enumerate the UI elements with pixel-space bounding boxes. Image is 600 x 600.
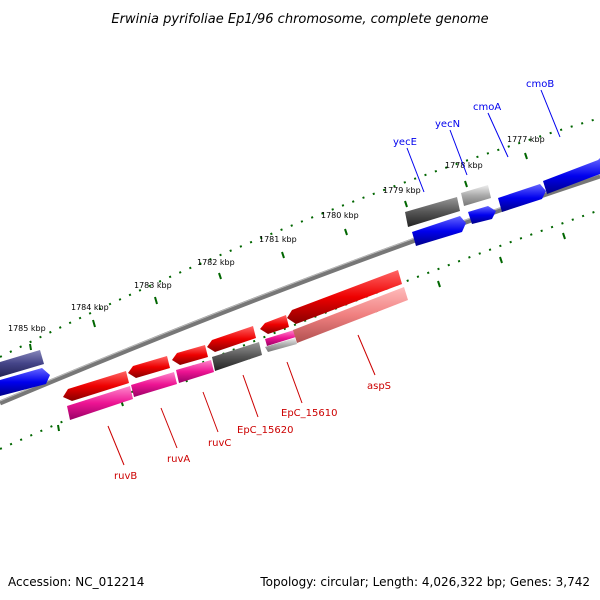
tick-label: 1780 kbp — [321, 211, 359, 220]
tick-label: 1784 kbp — [71, 303, 109, 312]
gene-arrow — [0, 350, 44, 377]
gene-arrow — [543, 158, 600, 194]
gene-arrow — [207, 326, 256, 352]
reverse-gene-labels: ruvB ruvA ruvC EpC_15620 EpC_15610 aspS — [114, 381, 391, 482]
forward-label-lines — [406, 89, 561, 193]
gene-label-forward: yecE — [393, 137, 417, 148]
gene-arrow — [468, 206, 496, 224]
gene-arrow — [498, 184, 546, 212]
gene-arrow — [260, 315, 289, 334]
gene-label-forward: cmoA — [473, 102, 501, 113]
gene-arrow — [405, 197, 460, 227]
gene-arrow — [131, 372, 177, 397]
genome-backbone — [0, 173, 600, 406]
gene-label-reverse: ruvC — [208, 438, 231, 449]
gene-arrow — [265, 330, 296, 346]
tick-label: 1779 kbp — [383, 186, 421, 195]
gene-arrow — [63, 371, 129, 401]
gene-label-reverse: aspS — [367, 381, 391, 392]
tick-label: 1785 kbp — [8, 324, 46, 333]
gene-label-forward: yecN — [435, 119, 460, 130]
gene-label-reverse: ruvB — [114, 471, 137, 482]
gene-arrow — [265, 338, 297, 352]
gene-arrow — [67, 386, 133, 420]
reverse-label-lines — [107, 334, 376, 466]
gene-arrow — [0, 368, 50, 396]
gene-arrow — [293, 287, 408, 343]
gene-arrow — [172, 345, 208, 365]
forward-gene-labels: yecE yecN cmoA cmoB — [393, 79, 554, 148]
map-title: Erwinia pyrifoliae Ep1/96 chromosome, co… — [111, 12, 488, 27]
reverse-strand-features — [63, 270, 408, 420]
inner-tick-track — [0, 209, 600, 450]
gene-arrow — [287, 270, 402, 324]
gene-arrow — [461, 185, 491, 206]
gene-arrow — [412, 216, 466, 246]
tick-label: 1781 kbp — [259, 235, 297, 244]
tick-label: 1777 kbp — [507, 135, 545, 144]
tick-label: 1782 kbp — [197, 258, 235, 267]
gene-arrow — [128, 356, 170, 378]
tick-label: 1783 kbp — [134, 281, 172, 290]
scale-tick-labels: 1785 kbp 1784 kbp 1783 kbp 1782 kbp 1781… — [8, 135, 545, 333]
genome-summary-text: Topology: circular; Length: 4,026,322 bp… — [259, 575, 590, 589]
forward-strand-features — [0, 158, 600, 396]
gene-arrow — [212, 342, 262, 371]
gene-label-reverse: ruvA — [167, 454, 190, 465]
outer-major-ticks — [29, 152, 528, 351]
gene-label-reverse: EpC_15610 — [281, 408, 337, 419]
accession-text: Accession: NC_012214 — [8, 575, 144, 589]
gene-label-reverse: EpC_15620 — [237, 425, 293, 436]
gene-label-forward: cmoB — [526, 79, 554, 90]
gene-arrow — [176, 360, 214, 383]
